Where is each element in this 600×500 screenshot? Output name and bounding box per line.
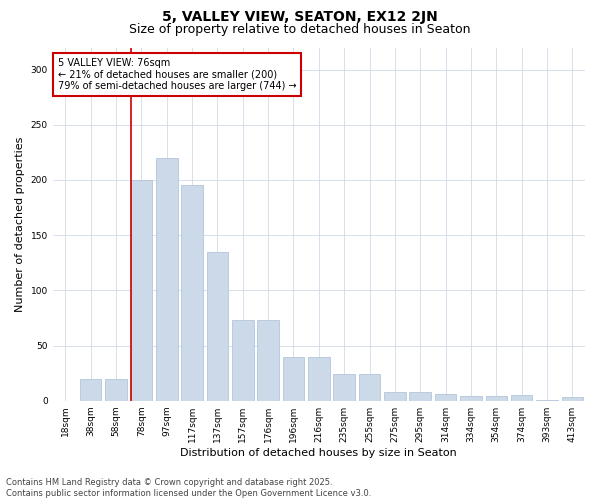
Bar (511, 395, 532, 400)
Bar (562, 398, 583, 400)
Bar (156, 158, 178, 400)
Bar (435, 394, 457, 400)
Bar (409, 392, 431, 400)
Bar (206, 252, 228, 400)
Text: 5 VALLEY VIEW: 76sqm
← 21% of detached houses are smaller (200)
79% of semi-deta: 5 VALLEY VIEW: 76sqm ← 21% of detached h… (58, 58, 296, 92)
Bar (334, 374, 355, 400)
Bar (308, 356, 329, 401)
Bar (359, 374, 380, 400)
Bar (131, 180, 152, 400)
Bar (257, 320, 279, 400)
Bar (181, 186, 203, 400)
Bar (485, 396, 507, 400)
X-axis label: Distribution of detached houses by size in Seaton: Distribution of detached houses by size … (181, 448, 457, 458)
Bar (232, 320, 254, 400)
Y-axis label: Number of detached properties: Number of detached properties (15, 136, 25, 312)
Text: Size of property relative to detached houses in Seaton: Size of property relative to detached ho… (129, 22, 471, 36)
Text: 5, VALLEY VIEW, SEATON, EX12 2JN: 5, VALLEY VIEW, SEATON, EX12 2JN (162, 10, 438, 24)
Bar (105, 378, 127, 400)
Bar (460, 396, 482, 400)
Bar (80, 378, 101, 400)
Bar (384, 392, 406, 400)
Text: Contains HM Land Registry data © Crown copyright and database right 2025.
Contai: Contains HM Land Registry data © Crown c… (6, 478, 371, 498)
Bar (283, 356, 304, 401)
